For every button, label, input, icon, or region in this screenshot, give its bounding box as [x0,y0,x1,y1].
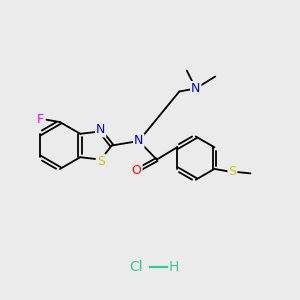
Text: S: S [97,154,105,168]
Text: H: H [169,260,179,274]
Text: N: N [191,82,200,95]
Text: F: F [36,113,43,126]
Text: Cl: Cl [130,260,143,274]
Text: N: N [134,134,143,148]
Text: N: N [96,123,105,136]
Text: O: O [132,164,142,177]
Text: S: S [229,165,236,178]
